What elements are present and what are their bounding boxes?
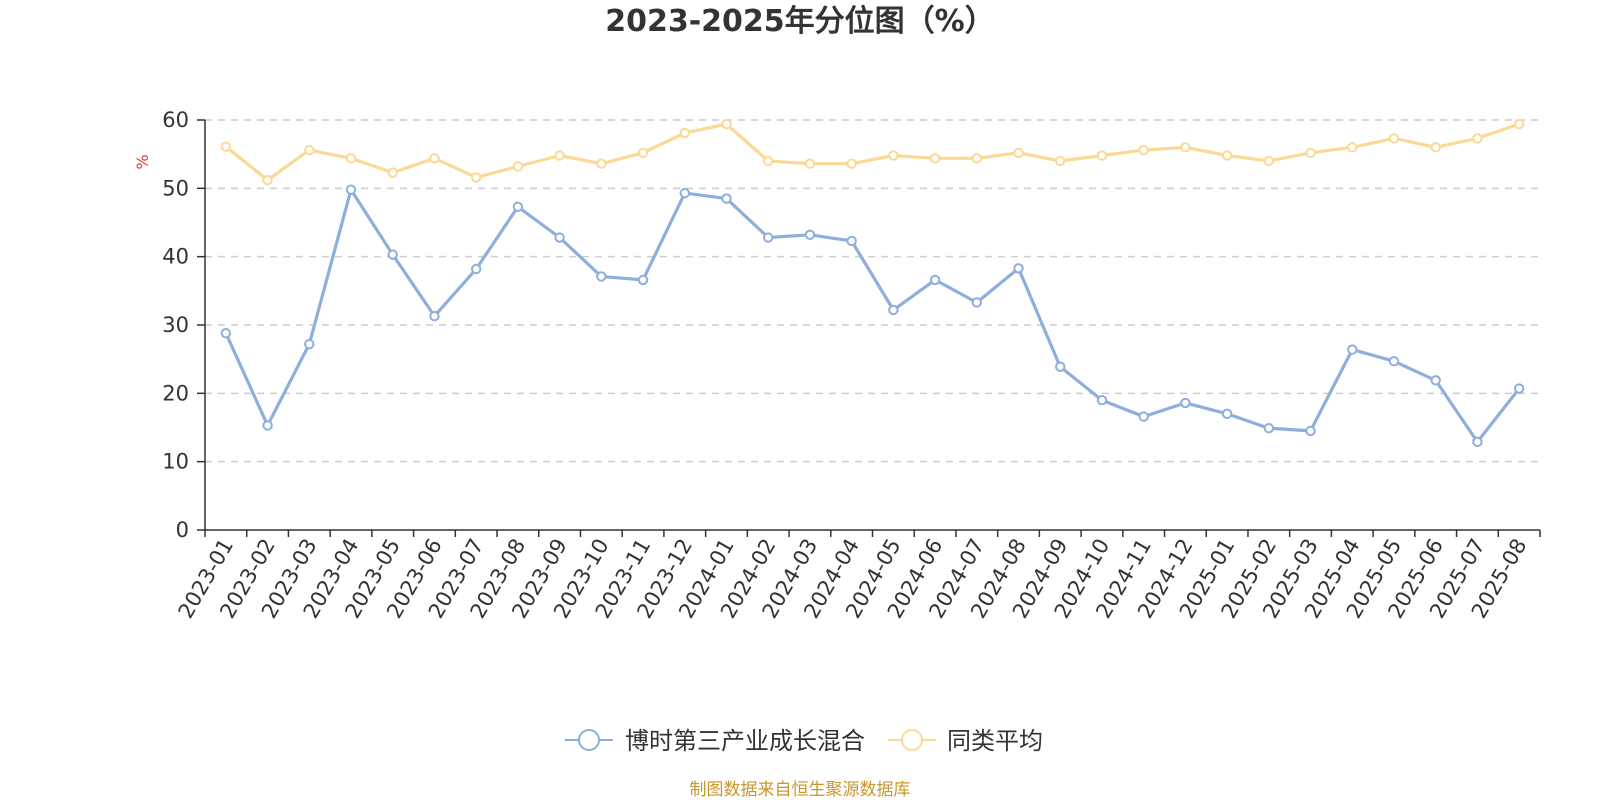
data-point[interactable] <box>470 263 482 275</box>
legend-label: 博时第三产业成长混合 <box>625 727 865 755</box>
data-point[interactable] <box>1388 133 1400 144</box>
y-tick-label: 20 <box>162 381 189 405</box>
data-point[interactable] <box>1388 356 1400 367</box>
data-point[interactable] <box>1430 375 1441 386</box>
data-point[interactable] <box>1472 436 1483 448</box>
y-tick-label: 30 <box>162 313 189 337</box>
data-point[interactable] <box>1221 408 1233 420</box>
y-tick-label: 40 <box>162 245 189 269</box>
data-point[interactable] <box>721 193 732 204</box>
data-point[interactable] <box>846 158 857 169</box>
data-point[interactable] <box>1096 394 1108 406</box>
data-point[interactable] <box>1263 155 1275 167</box>
data-point[interactable] <box>846 235 857 247</box>
data-point[interactable] <box>262 420 273 431</box>
data-point[interactable] <box>1513 383 1525 394</box>
series-group <box>220 118 1525 186</box>
data-point[interactable] <box>763 155 774 167</box>
data-point[interactable] <box>262 174 273 186</box>
data-point[interactable] <box>512 201 524 212</box>
data-point[interactable] <box>888 150 899 161</box>
x-tick-labels: 2023-012023-022023-032023-042023-052023-… <box>174 530 1541 622</box>
data-point[interactable] <box>304 144 315 156</box>
data-point[interactable] <box>1263 422 1275 434</box>
data-point[interactable] <box>1138 411 1149 422</box>
legend-label: 同类平均 <box>947 727 1043 755</box>
series-group <box>220 184 1525 448</box>
data-point[interactable] <box>345 153 357 164</box>
data-point[interactable] <box>1430 142 1441 153</box>
y-tick-label: 0 <box>176 518 189 542</box>
data-point[interactable] <box>637 147 649 159</box>
data-point[interactable] <box>387 249 398 260</box>
legend-item[interactable]: 同类平均 <box>888 727 1043 755</box>
data-point[interactable] <box>470 172 482 183</box>
data-point[interactable] <box>971 297 982 308</box>
data-point[interactable] <box>1347 344 1358 355</box>
data-point[interactable] <box>1138 144 1149 156</box>
data-point[interactable] <box>387 167 398 178</box>
data-point[interactable] <box>596 271 607 282</box>
data-point[interactable] <box>1221 150 1233 161</box>
data-point[interactable] <box>1347 142 1358 153</box>
data-point[interactable] <box>345 184 357 195</box>
data-point[interactable] <box>554 150 565 161</box>
data-point[interactable] <box>1305 425 1316 437</box>
data-point[interactable] <box>1472 133 1483 144</box>
data-point[interactable] <box>679 127 690 139</box>
data-point[interactable] <box>804 158 816 169</box>
data-point[interactable] <box>637 274 649 286</box>
legend[interactable]: 博时第三产业成长混合 同类平均 <box>565 727 1043 755</box>
data-point[interactable] <box>679 187 690 199</box>
y-axis-label: % <box>133 154 152 169</box>
data-point[interactable] <box>1055 361 1066 372</box>
data-point[interactable] <box>1305 147 1316 159</box>
data-point[interactable] <box>1096 150 1108 161</box>
series-lines <box>220 118 1525 448</box>
series-line <box>224 188 1521 444</box>
data-point[interactable] <box>1013 263 1024 274</box>
data-point[interactable] <box>804 229 816 241</box>
data-point[interactable] <box>1055 155 1066 167</box>
data-point[interactable] <box>929 153 941 164</box>
data-point[interactable] <box>304 338 315 350</box>
source-note: 制图数据来自恒生聚源数据库 <box>689 780 911 800</box>
y-tick-label: 10 <box>162 450 189 474</box>
data-point[interactable] <box>929 274 941 286</box>
data-point[interactable] <box>596 158 607 169</box>
data-point[interactable] <box>971 153 982 164</box>
data-point[interactable] <box>1513 118 1525 130</box>
data-point[interactable] <box>1180 142 1191 153</box>
legend-item[interactable]: 博时第三产业成长混合 <box>565 727 865 755</box>
data-point[interactable] <box>220 141 232 152</box>
legend-swatch-marker <box>578 729 600 751</box>
data-point[interactable] <box>429 310 440 322</box>
data-point[interactable] <box>721 118 732 130</box>
data-point[interactable] <box>429 153 440 164</box>
legend-swatch-marker <box>901 729 923 751</box>
grid-lines <box>205 119 1540 463</box>
data-point[interactable] <box>220 328 232 339</box>
data-point[interactable] <box>512 161 524 172</box>
data-point[interactable] <box>763 232 774 243</box>
series-line <box>224 122 1521 182</box>
y-tick-label: 60 <box>162 108 189 132</box>
y-tick-labels: 0 10 20 30 40 50 60 <box>162 108 205 542</box>
chart-title: 2023-2025年分位图（%） <box>605 4 995 39</box>
data-point[interactable] <box>888 304 899 316</box>
data-point[interactable] <box>1180 397 1191 409</box>
y-tick-label: 50 <box>162 176 189 200</box>
data-point[interactable] <box>1013 147 1024 159</box>
data-point[interactable] <box>554 232 565 243</box>
